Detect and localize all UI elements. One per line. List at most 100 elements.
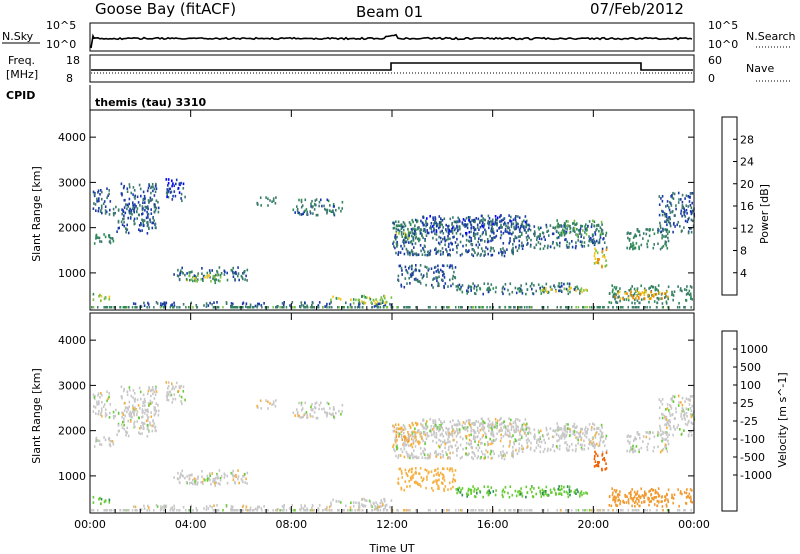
scatter-cell	[689, 488, 692, 491]
scatter-cell	[449, 481, 451, 485]
scatter-cell	[489, 437, 491, 441]
scatter-cell	[662, 244, 665, 248]
scatter-cell	[647, 239, 649, 243]
scatter-cell	[211, 472, 213, 475]
scatter-cell	[540, 292, 543, 295]
scatter-cell	[455, 424, 458, 427]
scatter-cell	[413, 481, 416, 484]
scatter-cell	[613, 295, 616, 298]
scatter-cell	[691, 501, 693, 504]
scatter-cell	[504, 486, 507, 489]
scatter-cell	[476, 226, 479, 229]
scatter-cell	[305, 208, 308, 211]
scatter-cell	[208, 269, 211, 272]
scatter-cell	[535, 492, 537, 496]
scatter-cell	[658, 416, 661, 420]
scatter-cell	[564, 427, 567, 430]
scatter-cell	[409, 454, 412, 458]
scatter-cell	[401, 476, 403, 479]
scatter-cell	[608, 301, 611, 304]
scatter-cell	[311, 303, 313, 307]
scatter-cell	[690, 297, 692, 300]
scatter-cell	[667, 217, 669, 221]
scatter-cell	[453, 423, 456, 427]
scatter-cell	[98, 207, 100, 210]
scatter-cell	[131, 410, 134, 414]
ground-scatter-cell	[162, 306, 165, 309]
scatter-cell	[256, 404, 258, 408]
scatter-cell	[539, 232, 541, 236]
scatter-cell	[490, 254, 493, 257]
scatter-cell	[661, 195, 664, 198]
scatter-cell	[144, 197, 146, 200]
scatter-cell	[395, 454, 397, 458]
scatter-cell	[673, 192, 676, 196]
ground-scatter-cell	[472, 306, 475, 309]
ground-scatter-cell	[249, 306, 252, 309]
scatter-cell	[452, 236, 454, 239]
scatter-cell	[471, 253, 473, 256]
scatter-cell	[632, 439, 635, 442]
scatter-cell	[529, 448, 532, 451]
scatter-cell	[434, 420, 437, 424]
scatter-cell	[520, 233, 523, 237]
scatter-cell	[438, 418, 441, 421]
scatter-cell	[341, 207, 343, 210]
scatter-cell	[335, 411, 337, 415]
scatter-cell	[124, 414, 127, 418]
ground-scatter-cell	[331, 306, 333, 309]
scatter-cell	[687, 398, 690, 401]
scatter-cell	[435, 433, 438, 436]
scatter-cell	[324, 305, 326, 308]
scatter-cell	[171, 198, 174, 201]
scatter-cell	[659, 450, 662, 454]
scatter-cell	[531, 292, 534, 295]
scatter-cell	[622, 500, 624, 504]
scatter-cell	[493, 435, 495, 438]
scatter-cell	[477, 420, 480, 424]
scatter-cell	[194, 480, 196, 483]
scatter-cell	[309, 210, 311, 213]
scatter-cell	[112, 414, 115, 418]
scatter-cell	[661, 402, 664, 406]
scatter-cell	[591, 436, 594, 440]
scatter-cell	[197, 477, 199, 480]
nsky-trace	[90, 33, 693, 49]
scatter-cell	[422, 216, 425, 219]
scatter-cell	[432, 216, 434, 219]
scatter-cell	[657, 227, 659, 231]
scatter-cell	[479, 221, 481, 224]
scatter-cell	[397, 427, 400, 430]
scatter-cell	[553, 246, 556, 250]
scatter-cell	[537, 486, 540, 489]
scatter-cell	[487, 240, 490, 243]
scatter-cell	[394, 246, 396, 250]
scatter-cell	[409, 273, 412, 276]
scatter-cell	[537, 283, 540, 286]
scatter-cell	[203, 507, 205, 510]
scatter-cell	[134, 222, 136, 225]
scatter-cell	[574, 230, 576, 233]
scatter-cell	[690, 218, 693, 222]
scatter-cell	[614, 500, 616, 504]
scatter-cell	[582, 229, 584, 232]
ground-scatter-cell	[291, 509, 293, 512]
ground-scatter-cell	[676, 509, 679, 512]
ground-scatter-cell	[279, 509, 281, 512]
scatter-cell	[483, 421, 485, 425]
scatter-cell	[640, 501, 643, 504]
scatter-cell	[352, 301, 355, 305]
scatter-cell	[433, 474, 435, 477]
scatter-cell	[133, 206, 136, 210]
ground-scatter-cell	[176, 509, 178, 512]
scatter-cell	[474, 292, 477, 296]
scatter-cell	[155, 199, 158, 202]
scatter-cell	[482, 292, 484, 296]
scatter-cell	[499, 248, 502, 251]
scatter-cell	[495, 421, 497, 424]
scatter-cell	[443, 489, 445, 492]
scatter-cell	[577, 233, 579, 237]
ground-scatter-cell	[593, 509, 595, 512]
ground-scatter-cell	[448, 306, 451, 309]
scatter-cell	[490, 283, 493, 286]
